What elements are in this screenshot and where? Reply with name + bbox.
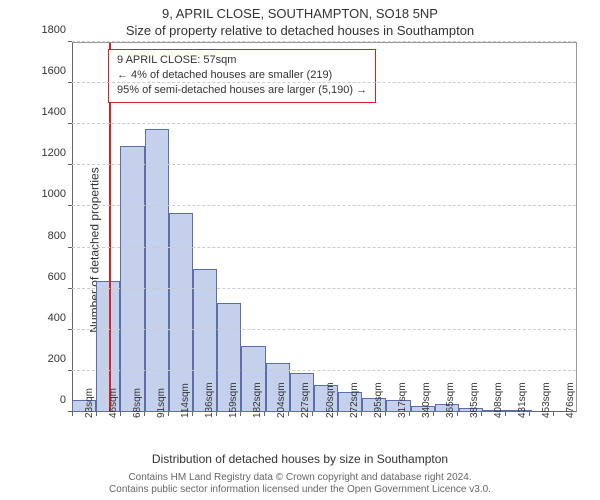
legend-box: 9 APRIL CLOSE: 57sqm ← 4% of detached ho… bbox=[108, 49, 376, 103]
chart-container: 9, APRIL CLOSE, SOUTHAMPTON, SO18 5NP Si… bbox=[0, 0, 600, 500]
legend-line-2: ← 4% of detached houses are smaller (219… bbox=[117, 68, 367, 83]
gridline bbox=[72, 288, 576, 289]
footer-line-1: Contains HM Land Registry data © Crown c… bbox=[0, 472, 600, 484]
y-tick-mark bbox=[68, 329, 72, 330]
y-tick-label: 1200 bbox=[42, 147, 72, 159]
x-tick-label: 114sqm bbox=[180, 383, 191, 418]
y-tick-mark bbox=[68, 370, 72, 371]
x-tick-mark bbox=[264, 412, 265, 416]
x-tick-label: 204sqm bbox=[276, 382, 287, 418]
gridline bbox=[72, 123, 576, 124]
histogram-bar bbox=[120, 146, 144, 413]
y-tick-label: 1400 bbox=[42, 106, 72, 118]
x-tick-mark bbox=[240, 412, 241, 416]
y-tick-label: 800 bbox=[48, 230, 72, 242]
footer-line-2: Contains public sector information licen… bbox=[0, 484, 600, 496]
legend-line-3: 95% of semi-detached houses are larger (… bbox=[117, 83, 367, 98]
x-tick-label: 23sqm bbox=[84, 388, 95, 418]
gridline bbox=[72, 329, 576, 330]
x-tick-mark bbox=[409, 412, 410, 416]
page-title: 9, APRIL CLOSE, SOUTHAMPTON, SO18 5NP bbox=[0, 0, 600, 21]
x-tick-label: 250sqm bbox=[325, 382, 336, 418]
x-tick-label: 453sqm bbox=[541, 382, 552, 418]
x-tick-mark bbox=[192, 412, 193, 416]
x-tick-label: 317sqm bbox=[397, 382, 408, 418]
x-tick-mark bbox=[72, 412, 73, 416]
y-tick-mark bbox=[68, 41, 72, 42]
x-tick-label: 46sqm bbox=[108, 388, 119, 418]
gridline bbox=[72, 370, 576, 371]
legend-line-1: 9 APRIL CLOSE: 57sqm bbox=[117, 53, 367, 68]
gridline bbox=[72, 247, 576, 248]
gridline bbox=[72, 205, 576, 206]
x-tick-label: 182sqm bbox=[252, 382, 263, 418]
y-tick-label: 200 bbox=[48, 353, 72, 365]
attribution-footer: Contains HM Land Registry data © Crown c… bbox=[0, 472, 600, 496]
y-tick-mark bbox=[68, 164, 72, 165]
y-tick-mark bbox=[68, 247, 72, 248]
x-tick-label: 431sqm bbox=[517, 382, 528, 418]
y-tick-label: 0 bbox=[60, 394, 72, 406]
gridline bbox=[72, 164, 576, 165]
x-tick-label: 295sqm bbox=[373, 382, 384, 418]
x-axis-label: Distribution of detached houses by size … bbox=[0, 452, 600, 466]
x-tick-label: 340sqm bbox=[421, 382, 432, 418]
chart-subtitle: Size of property relative to detached ho… bbox=[0, 21, 600, 38]
x-tick-mark bbox=[216, 412, 217, 416]
x-tick-mark bbox=[385, 412, 386, 416]
plot-area: 9 APRIL CLOSE: 57sqm ← 4% of detached ho… bbox=[72, 42, 577, 412]
x-tick-label: 227sqm bbox=[300, 382, 311, 418]
gridline bbox=[72, 41, 576, 42]
x-tick-mark bbox=[529, 412, 530, 416]
x-tick-mark bbox=[168, 412, 169, 416]
y-tick-label: 400 bbox=[48, 312, 72, 324]
x-tick-mark bbox=[433, 412, 434, 416]
x-tick-label: 408sqm bbox=[493, 382, 504, 418]
x-tick-mark bbox=[361, 412, 362, 416]
x-tick-label: 476sqm bbox=[565, 382, 576, 418]
x-tick-label: 365sqm bbox=[445, 382, 456, 418]
x-tick-mark bbox=[144, 412, 145, 416]
x-tick-label: 68sqm bbox=[132, 388, 143, 418]
x-tick-label: 91sqm bbox=[156, 388, 167, 418]
y-tick-label: 1800 bbox=[42, 24, 72, 36]
x-tick-mark bbox=[457, 412, 458, 416]
y-tick-mark bbox=[68, 82, 72, 83]
x-tick-label: 136sqm bbox=[204, 382, 215, 418]
y-tick-mark bbox=[68, 123, 72, 124]
x-tick-label: 272sqm bbox=[349, 382, 360, 418]
x-tick-label: 385sqm bbox=[469, 382, 480, 418]
x-tick-mark bbox=[288, 412, 289, 416]
x-tick-label: 159sqm bbox=[228, 382, 239, 418]
gridline bbox=[72, 82, 576, 83]
y-tick-mark bbox=[68, 288, 72, 289]
y-tick-mark bbox=[68, 205, 72, 206]
y-tick-label: 1000 bbox=[42, 188, 72, 200]
x-tick-mark bbox=[120, 412, 121, 416]
x-tick-mark bbox=[337, 412, 338, 416]
x-tick-mark bbox=[553, 412, 554, 416]
y-tick-label: 600 bbox=[48, 271, 72, 283]
x-tick-mark bbox=[481, 412, 482, 416]
x-tick-mark bbox=[96, 412, 97, 416]
x-tick-mark bbox=[505, 412, 506, 416]
y-tick-label: 1600 bbox=[42, 65, 72, 77]
x-tick-mark bbox=[312, 412, 313, 416]
